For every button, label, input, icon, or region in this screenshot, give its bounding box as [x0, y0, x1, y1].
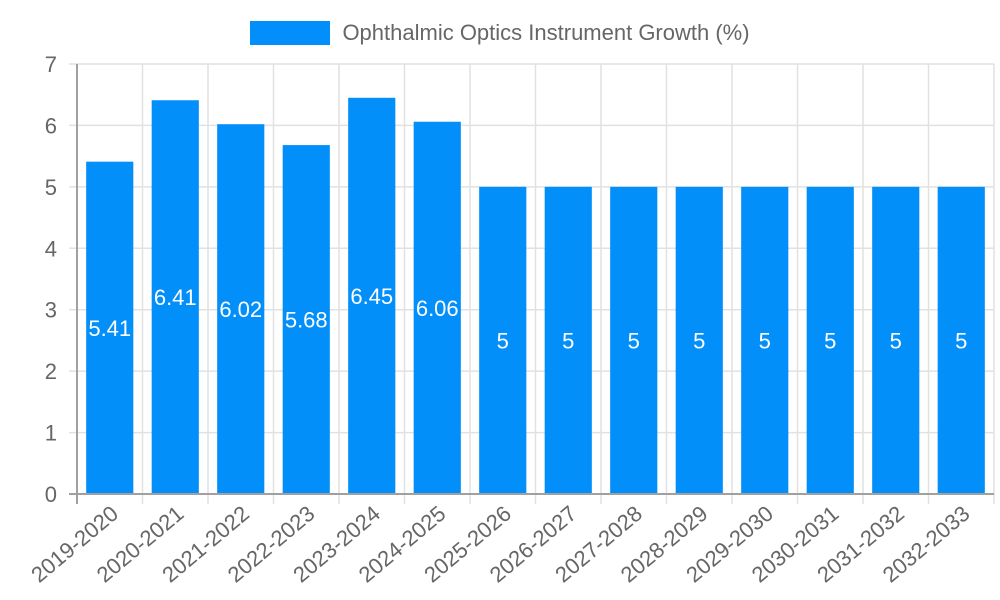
bar — [872, 186, 920, 494]
bar — [806, 186, 854, 494]
bar — [741, 186, 789, 494]
y-tick-label: 0 — [45, 482, 57, 507]
bar-value-labels: 5.41 6.41 6.02 5.68 6.45 6.06 5 5 5 5 5 5 5 5 — [88, 284, 967, 354]
bar — [348, 97, 396, 495]
bar-value-label: 5 — [890, 328, 902, 353]
bar-value-label: 6.45 — [350, 284, 393, 309]
bar-value-label: 5.68 — [285, 308, 328, 333]
bar-value-label: 5 — [693, 328, 705, 353]
x-axis-tick-labels: 2019-20202020-20212021-20222022-20232023… — [26, 501, 974, 588]
bar-value-label: 5 — [628, 328, 640, 353]
grid-lines — [69, 63, 995, 504]
legend-label: Ophthalmic Optics Instrument Growth (%) — [342, 20, 750, 45]
y-tick-label: 7 — [45, 52, 57, 77]
bar-value-label: 5 — [497, 328, 509, 353]
bar — [151, 100, 199, 494]
bar-value-label: 5.41 — [88, 316, 131, 341]
bar — [937, 186, 985, 494]
bar — [282, 145, 330, 495]
bar-value-label: 5 — [955, 328, 967, 353]
bar — [86, 161, 134, 494]
bar-value-label: 6.06 — [416, 296, 459, 321]
bar — [479, 186, 527, 494]
y-tick-label: 4 — [45, 236, 57, 261]
y-tick-label: 1 — [45, 421, 57, 446]
bars — [86, 97, 985, 495]
bar — [217, 124, 265, 494]
bar-value-label: 6.02 — [219, 297, 262, 322]
bar — [610, 186, 658, 494]
bar — [413, 121, 461, 494]
y-tick-label: 5 — [45, 175, 57, 200]
bar-value-label: 5 — [824, 328, 836, 353]
bar-value-label: 5 — [759, 328, 771, 353]
bar — [544, 186, 592, 494]
y-tick-label: 6 — [45, 113, 57, 138]
legend-swatch — [250, 21, 331, 45]
bar-value-label: 6.41 — [154, 285, 197, 310]
chart-legend[interactable]: Ophthalmic Optics Instrument Growth (%) — [0, 18, 1000, 48]
y-axis-tick-labels: 0 1 2 3 4 5 6 7 — [45, 52, 57, 507]
axes — [69, 64, 994, 504]
bar-value-label: 5 — [562, 328, 574, 353]
bar — [675, 186, 723, 494]
y-tick-label: 3 — [45, 298, 57, 323]
y-tick-label: 2 — [45, 359, 57, 384]
